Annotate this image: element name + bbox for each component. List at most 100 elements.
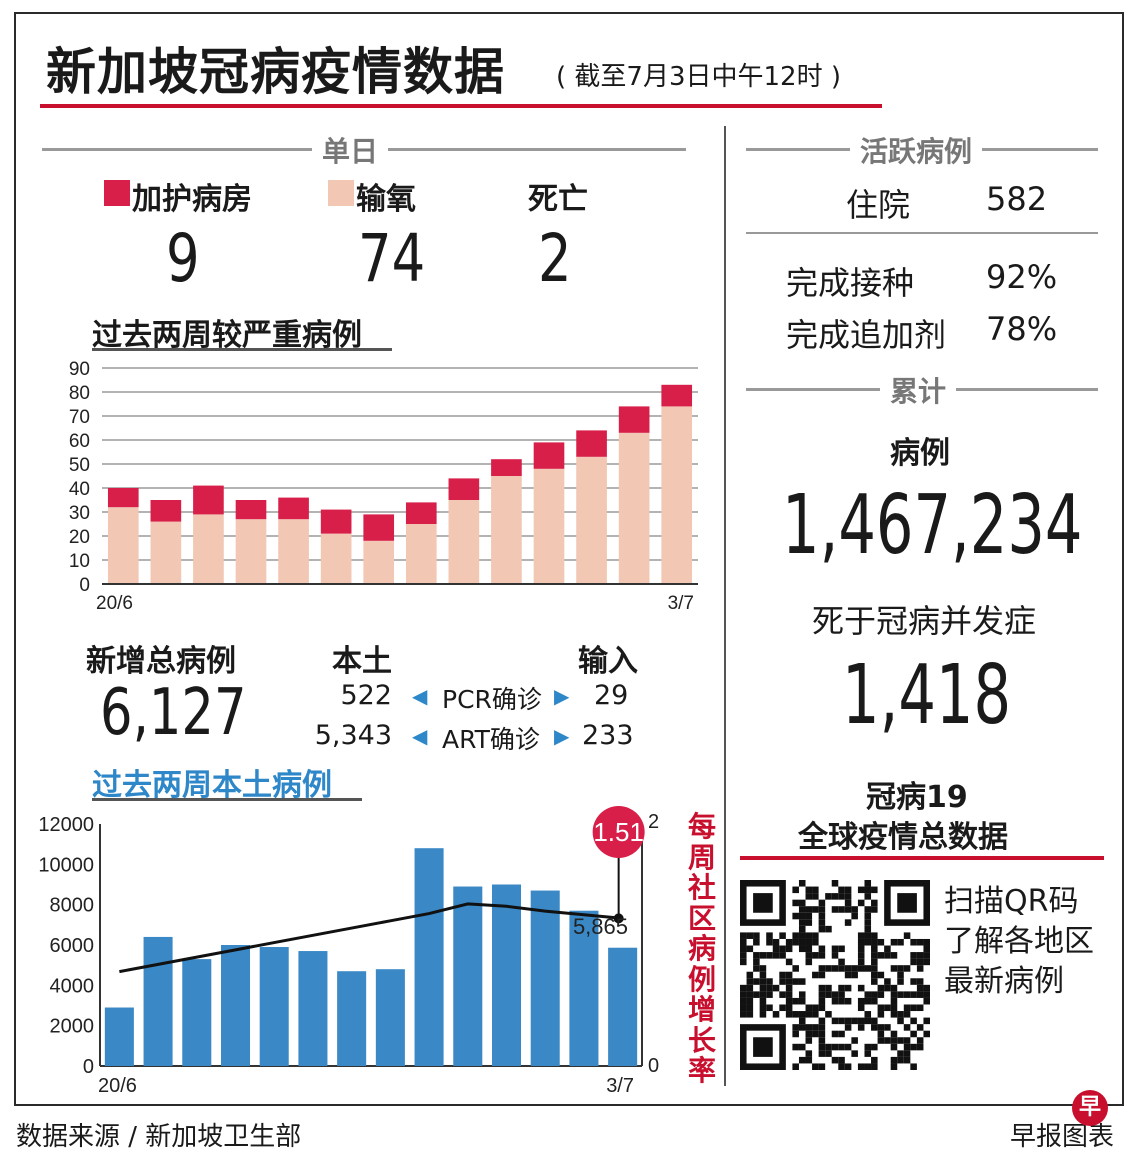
qr-module (805, 1011, 813, 1018)
qr-module (779, 991, 786, 998)
qr-module (916, 991, 924, 998)
qr-module (903, 1004, 911, 1012)
qr-module (910, 1030, 917, 1038)
qr-module (871, 945, 878, 953)
qr-module (903, 1050, 911, 1057)
qr-module (798, 938, 806, 946)
qr-module (792, 1043, 799, 1051)
qr-module (831, 952, 839, 959)
qr-module (890, 1011, 898, 1018)
y-tick-label: 80 (69, 383, 90, 404)
qr-module (864, 912, 872, 920)
icu-label: 加护病房 (132, 182, 252, 217)
qr-module (753, 958, 760, 966)
qr-module (746, 971, 754, 979)
qr-module (903, 1056, 911, 1064)
oxygen-bar (320, 533, 352, 584)
qr-module (890, 1004, 898, 1012)
qr-module (759, 984, 767, 992)
qr-module (844, 984, 852, 992)
qr-module (818, 971, 826, 979)
qr-module (890, 984, 898, 992)
qr-module (871, 997, 878, 1005)
qr-module (805, 886, 813, 894)
qr-code[interactable] (740, 880, 930, 1070)
qr-module (903, 1037, 911, 1044)
qr-module (838, 1063, 845, 1070)
qr-module (746, 945, 754, 953)
qr-module (903, 932, 911, 939)
oxygen-bar (235, 519, 267, 584)
qr-module (897, 1011, 904, 1018)
qr-module (910, 1043, 917, 1051)
icu-value: 9 (166, 220, 200, 297)
qr-module (812, 971, 819, 979)
cumulative-deaths-value: 1,418 (842, 648, 1012, 743)
qr-module (740, 938, 747, 946)
qr-module (798, 1056, 806, 1064)
qr-module (838, 965, 845, 972)
local-chart-title: 过去两周本土病例 (92, 768, 332, 803)
y-tick-label: 8000 (50, 895, 95, 917)
local-chart-title-underline (92, 798, 362, 801)
y-tick-label: 60 (69, 431, 90, 452)
qr-module (785, 978, 793, 985)
qr-module (825, 984, 832, 992)
last-value-label: 5,865 (573, 914, 628, 939)
qr-module (759, 965, 767, 972)
qr-module (805, 945, 813, 953)
qr-module (857, 899, 865, 907)
qr-module (916, 958, 924, 966)
qr-module (779, 932, 786, 939)
qr-module (759, 991, 767, 998)
qr-module (864, 1063, 872, 1070)
qr-module (884, 978, 891, 985)
qr-module (910, 1063, 917, 1070)
icu-bar (193, 485, 224, 515)
qr-module (812, 932, 819, 939)
qr-module (897, 1056, 904, 1064)
oxygen-bar (576, 456, 607, 584)
qr-module (746, 984, 754, 992)
qr-module (864, 880, 872, 887)
qr-module (923, 997, 930, 1005)
qr-module (798, 912, 806, 920)
oxygen-label: 输氧 (356, 182, 416, 217)
qr-module (746, 997, 754, 1005)
pcr-import-value: 29 (594, 680, 629, 711)
qr-module (818, 925, 826, 933)
qr-module (740, 991, 747, 998)
qr-module (818, 945, 826, 953)
qr-module (871, 991, 878, 998)
severe-chart-title-underline (92, 348, 392, 351)
qr-module (792, 997, 799, 1005)
qr-module (805, 893, 813, 900)
qr-module (805, 906, 813, 913)
qr-module (831, 997, 839, 1005)
cumulative-deaths-label: 死于冠病并发症 (812, 602, 1037, 640)
oxygen-bar (405, 524, 437, 584)
qr-module (831, 965, 839, 972)
local-label: 本土 (332, 644, 392, 679)
qr-module (877, 952, 885, 959)
qr-module (818, 1004, 826, 1012)
qr-module (818, 906, 826, 913)
qr-module (798, 906, 806, 913)
qr-module (877, 1011, 885, 1018)
qr-module (857, 965, 865, 972)
qr-module (844, 1043, 852, 1051)
qr-module (871, 1024, 878, 1031)
right-tick-label: 2 (648, 811, 659, 833)
qr-module (897, 1017, 904, 1025)
qr-text-2: 了解各地区 (944, 924, 1094, 959)
qr-module (818, 997, 826, 1005)
qr-module (785, 958, 793, 966)
qr-module (857, 932, 865, 939)
hospital-value: 582 (986, 180, 1048, 218)
oxygen-bar (150, 521, 182, 584)
qr-module (753, 952, 760, 959)
qr-module (871, 899, 878, 907)
qr-module (884, 984, 891, 992)
qr-module (798, 991, 806, 998)
qr-module (792, 965, 799, 972)
